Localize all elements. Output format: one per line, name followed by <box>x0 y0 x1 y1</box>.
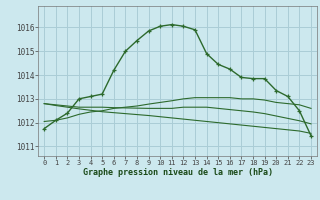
X-axis label: Graphe pression niveau de la mer (hPa): Graphe pression niveau de la mer (hPa) <box>83 168 273 177</box>
